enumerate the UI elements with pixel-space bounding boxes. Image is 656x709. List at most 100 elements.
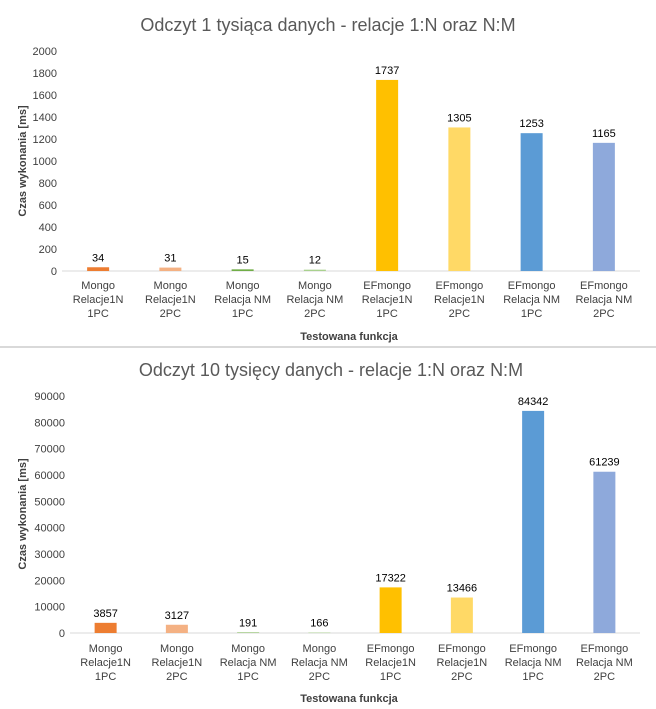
x-tick-label: Mongo Relacja NM 1PC: [214, 280, 271, 320]
x-tick-label-line: Mongo: [298, 280, 332, 292]
bar: [450, 597, 473, 633]
x-tick-label: Mongo Relacja NM 1PC: [220, 643, 277, 683]
bar: [448, 127, 471, 271]
y-axis-label: Czas wykonania [ms]: [17, 105, 29, 217]
y-axis-label: Czas wykonania [ms]: [17, 458, 29, 570]
y-tick-label: 1800: [33, 68, 57, 80]
bar-chart-1k: Odczyt 1 tysiąca danych - relacje 1:N or…: [17, 15, 640, 343]
x-tick-label-line: Relacja NM: [214, 294, 271, 306]
data-label: 166: [310, 618, 328, 630]
x-tick-label: EFmongo Relacje1N 1PC: [365, 643, 416, 683]
x-tick-label-line: Relacja NM: [286, 294, 343, 306]
bar-chart-10k: Odczyt 10 tysięcy danych - relacje 1:N o…: [17, 360, 640, 705]
x-tick-label: EFmongo Relacja NM 2PC: [576, 643, 633, 683]
data-label: 61239: [589, 457, 620, 469]
chart-panel-1k: Odczyt 1 tysiąca danych - relacje 1:N or…: [0, 0, 656, 346]
x-tick-label-line: Relacje1N: [437, 657, 488, 669]
x-tick-label-line: EFmongo: [367, 643, 415, 655]
y-tick-label: 2000: [33, 46, 57, 58]
x-tick-label-line: Mongo: [303, 643, 337, 655]
x-tick-label: Mongo Relacje1N 1PC: [80, 643, 131, 683]
x-tick-label: Mongo Relacja NM 2PC: [286, 280, 343, 320]
bar: [94, 622, 117, 633]
x-tick-label-line: 2PC: [594, 671, 615, 683]
x-axis-label: Testowana funkcja: [300, 693, 398, 705]
bar: [593, 471, 616, 633]
x-tick-label-line: Relacja NM: [503, 294, 560, 306]
y-tick-label: 60000: [34, 470, 65, 482]
x-tick-label-line: Relacja NM: [576, 657, 633, 669]
plot-area: 0 200 400 600 800 1000 1200 1400 1600 1800 2000 34 M…: [33, 46, 640, 320]
x-tick-label-line: 1PC: [522, 671, 543, 683]
chart-divider: [0, 346, 656, 348]
x-tick-label-line: 2PC: [160, 308, 181, 320]
data-label: 13466: [447, 583, 478, 595]
bar: [520, 133, 543, 271]
data-label: 3127: [165, 610, 189, 622]
x-tick-label-line: EFmongo: [363, 280, 411, 292]
data-label: 1737: [375, 65, 399, 77]
data-label: 31: [164, 253, 176, 265]
x-tick-label-line: 1PC: [87, 308, 108, 320]
bar: [592, 142, 615, 271]
y-tick-label: 1200: [33, 134, 57, 146]
data-label: 191: [239, 617, 257, 629]
y-tick-label: 800: [39, 178, 57, 190]
x-tick-label-line: 2PC: [166, 671, 187, 683]
x-tick-label-line: Relacja NM: [505, 657, 562, 669]
y-tick-label: 30000: [34, 549, 65, 561]
data-label: 15: [237, 254, 249, 266]
bar: [522, 410, 545, 633]
data-label: 12: [309, 255, 321, 267]
x-tick-label-line: Relacja NM: [575, 294, 632, 306]
x-tick-label-line: EFmongo: [581, 643, 629, 655]
data-label: 1253: [519, 118, 543, 130]
y-tick-label: 70000: [34, 444, 65, 456]
bar: [159, 267, 182, 271]
x-tick-label-line: 1PC: [237, 671, 258, 683]
x-tick-label-line: EFmongo: [438, 643, 486, 655]
x-tick-label-line: 1PC: [232, 308, 253, 320]
x-tick-label: EFmongo Relacje1N 2PC: [437, 643, 488, 683]
y-tick-label: 10000: [34, 602, 65, 614]
x-tick-label-line: Mongo: [160, 643, 194, 655]
y-tick-label: 1600: [33, 90, 57, 102]
data-label: 34: [92, 252, 104, 264]
plot-area: 0 10000 20000 30000 40000 50000 60000 70000 8000…: [34, 391, 640, 683]
y-tick-label: 50000: [34, 496, 65, 508]
x-tick-label-line: Mongo: [226, 280, 260, 292]
x-tick-label: Mongo Relacje1N 1PC: [73, 280, 124, 320]
chart-panel-10k: Odczyt 10 tysięcy danych - relacje 1:N o…: [0, 348, 656, 709]
data-label: 17322: [375, 572, 406, 584]
x-tick-label-line: EFmongo: [436, 280, 484, 292]
data-label: 1305: [447, 112, 471, 124]
bar: [231, 269, 254, 271]
x-tick-label: EFmongo Relacja NM 2PC: [575, 280, 632, 320]
x-tick-label-line: Relacje1N: [434, 294, 485, 306]
x-tick-label-line: EFmongo: [509, 643, 557, 655]
y-tick-label: 600: [39, 200, 57, 212]
x-tick-label-line: Mongo: [81, 280, 115, 292]
x-tick-label: EFmongo Relacje1N 2PC: [434, 280, 485, 320]
bar: [308, 632, 331, 634]
data-label: 3857: [93, 608, 117, 620]
x-tick-label: EFmongo Relacja NM 1PC: [505, 643, 562, 683]
y-tick-label: 80000: [34, 417, 65, 429]
bar: [379, 587, 402, 633]
x-tick-label-line: Relacje1N: [152, 657, 203, 669]
bar: [237, 632, 260, 633]
bar: [376, 79, 399, 272]
y-tick-label: 0: [59, 628, 65, 640]
chart-title: Odczyt 10 tysięcy danych - relacje 1:N o…: [139, 360, 523, 380]
bar: [303, 269, 326, 271]
y-tick-label: 90000: [34, 391, 65, 403]
x-tick-label-line: Mongo: [89, 643, 123, 655]
x-tick-label-line: Relacja NM: [220, 657, 277, 669]
x-tick-label-line: 2PC: [593, 308, 614, 320]
x-tick-label-line: Relacje1N: [145, 294, 196, 306]
x-tick-label-line: 1PC: [380, 671, 401, 683]
y-tick-label: 200: [39, 244, 57, 256]
x-tick-label-line: Mongo: [231, 643, 265, 655]
chart-title: Odczyt 1 tysiąca danych - relacje 1:N or…: [140, 15, 515, 35]
x-tick-label: Mongo Relacja NM 2PC: [291, 643, 348, 683]
